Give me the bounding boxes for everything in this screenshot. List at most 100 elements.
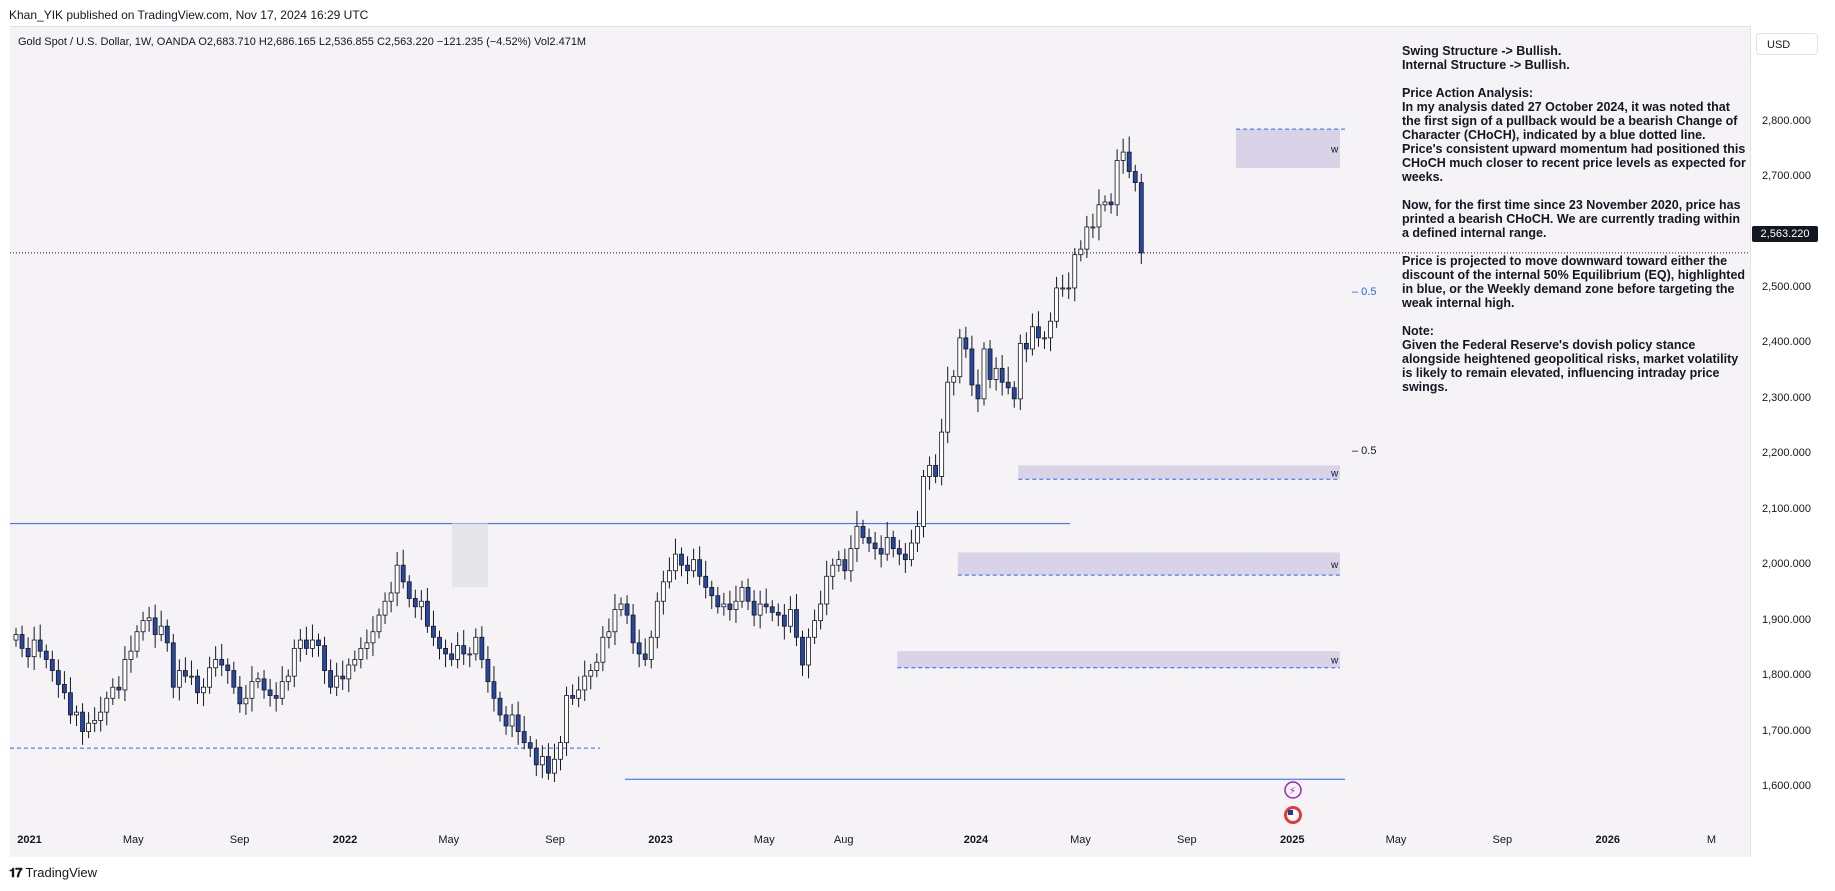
symbol-legend[interactable]: Gold Spot / U.S. Dollar, 1W, OANDA O2,68… — [18, 36, 587, 48]
price-tick: 2,000.000 — [1762, 558, 1811, 571]
candle — [297, 639, 303, 649]
candle — [733, 600, 739, 610]
candle — [31, 639, 37, 658]
candle — [400, 564, 406, 583]
candle — [80, 711, 85, 732]
candle — [92, 720, 98, 724]
pa-title: Price Action Analysis: — [1402, 86, 1534, 100]
price-tick: 1,900.000 — [1762, 613, 1811, 626]
candle — [461, 645, 467, 655]
time-tick: Aug — [833, 834, 854, 846]
candle — [727, 603, 733, 610]
candle — [388, 592, 394, 602]
price-tick: 2,500.000 — [1762, 280, 1811, 293]
brand[interactable]: 𝟏𝟕 TradingView — [9, 865, 97, 881]
candle — [49, 659, 55, 671]
candle — [812, 620, 817, 638]
candle — [588, 670, 594, 677]
time-tick: May — [438, 834, 460, 846]
candle — [316, 639, 321, 647]
time-tick: Sep — [1177, 834, 1197, 846]
tradingview-logo-icon: 𝟏𝟕 — [9, 865, 23, 880]
time-tick: 2025 — [1280, 834, 1305, 846]
candle — [158, 625, 164, 635]
candle — [1005, 381, 1011, 389]
candle — [739, 586, 745, 602]
candle — [1102, 201, 1108, 206]
candle — [467, 653, 473, 656]
candle — [1120, 151, 1126, 161]
demand-zone-0 — [1018, 465, 1340, 480]
note-body: Given the Federal Reserve's dovish polic… — [1402, 338, 1739, 394]
time-tick: May — [122, 834, 144, 846]
candle — [902, 553, 908, 561]
demand-zone-2 — [897, 651, 1340, 668]
candle — [195, 675, 200, 694]
analysis-text: Swing Structure -> Bullish. Internal Str… — [1402, 44, 1747, 408]
candle — [878, 548, 884, 555]
zone-label-2: w — [1330, 655, 1339, 666]
time-tick: May — [1070, 834, 1091, 846]
candle — [654, 600, 660, 638]
candle — [449, 653, 455, 660]
candle — [225, 664, 231, 671]
candle — [697, 559, 703, 577]
candle — [951, 376, 957, 383]
note-title: Note: — [1402, 324, 1434, 338]
supply-zone — [1236, 129, 1340, 168]
candle — [1096, 204, 1102, 228]
candle — [291, 647, 297, 677]
candle — [564, 695, 569, 744]
candle — [303, 639, 309, 649]
candle — [636, 642, 642, 655]
candle — [98, 711, 104, 721]
price-tick: 2,400.000 — [1762, 336, 1811, 349]
candle — [340, 675, 346, 680]
candle — [358, 647, 364, 660]
time-axis[interactable] — [10, 828, 1750, 856]
candle — [473, 636, 479, 655]
candle — [479, 636, 485, 660]
time-tick: M — [1706, 834, 1717, 846]
last-price-label: 2,563.220 — [1752, 226, 1818, 242]
candle — [945, 381, 951, 433]
candle — [1138, 182, 1144, 254]
candle — [721, 603, 727, 608]
candle — [62, 684, 67, 694]
candle — [1042, 337, 1047, 340]
candle — [146, 617, 152, 622]
lightning-icon: ⚡ — [1289, 786, 1296, 797]
candle — [1132, 171, 1138, 183]
currency-button[interactable]: USD — [1756, 33, 1818, 55]
candle — [691, 559, 696, 572]
candle — [818, 603, 824, 622]
candle — [509, 714, 515, 727]
candle — [424, 600, 430, 627]
candle — [667, 570, 672, 583]
price-tick: 1,600.000 — [1762, 780, 1811, 792]
us-flag-icon — [1288, 810, 1293, 815]
candle — [618, 603, 624, 610]
candle — [352, 659, 358, 666]
candle — [189, 675, 194, 678]
candle — [503, 714, 509, 727]
candle — [745, 586, 751, 602]
candle — [987, 348, 993, 380]
price-tick: 2,300.000 — [1762, 391, 1811, 404]
candle — [418, 600, 424, 608]
candle — [267, 689, 273, 696]
candle — [219, 659, 225, 666]
candle — [788, 609, 793, 627]
candle — [104, 697, 110, 713]
zone-label-1: w — [1330, 560, 1339, 571]
candle — [213, 659, 219, 669]
candle — [406, 581, 412, 599]
candle — [521, 731, 527, 744]
time-tick: 2023 — [648, 834, 673, 846]
candle — [866, 537, 872, 544]
candle — [624, 603, 630, 616]
candle — [1066, 287, 1072, 290]
chart-panel[interactable] — [10, 26, 1751, 857]
time-tick: 2021 — [17, 834, 42, 846]
